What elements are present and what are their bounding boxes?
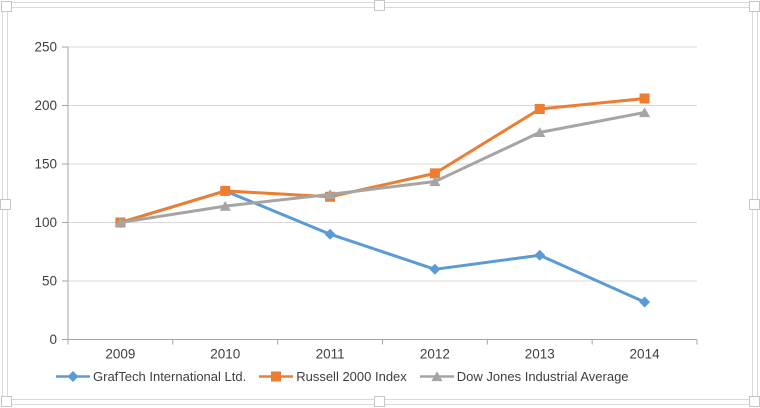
- marker-triangle[interactable]: [429, 176, 441, 187]
- marker-triangle[interactable]: [219, 200, 231, 211]
- legend-key-triangle-icon: [419, 371, 454, 382]
- series-line-russell-2000-index[interactable]: [118, 96, 647, 224]
- marker-square[interactable]: [639, 93, 650, 104]
- legend-label: GrafTech International Ltd.: [93, 369, 247, 384]
- marker-diamond[interactable]: [324, 228, 336, 240]
- resize-handle-right-center[interactable]: [749, 199, 760, 210]
- chart-legend[interactable]: GrafTech International Ltd. Russell 2000 …: [56, 369, 629, 384]
- marker-diamond[interactable]: [534, 249, 546, 261]
- marker-triangle[interactable]: [114, 217, 127, 228]
- legend-label: Dow Jones Industrial Average: [456, 369, 629, 384]
- x-axis-tick-label: 2012: [420, 347, 450, 362]
- y-axis-tick-label: 200: [34, 98, 57, 113]
- marker-diamond[interactable]: [429, 263, 441, 275]
- marker-diamond[interactable]: [639, 296, 651, 308]
- resize-handle-bottom-left[interactable]: [1, 396, 12, 407]
- legend-label: Russell 2000 Index: [296, 369, 407, 384]
- legend-item-graftech-international-ltd[interactable]: GrafTech International Ltd.: [56, 369, 246, 384]
- marker-square[interactable]: [220, 185, 231, 196]
- plot-area[interactable]: [68, 47, 697, 340]
- y-axis-tick-label: 100: [34, 215, 57, 230]
- marker-diamond: [67, 371, 79, 382]
- marker-square: [271, 371, 282, 382]
- y-axis-tick-label: 50: [42, 274, 57, 289]
- resize-handle-bottom-center[interactable]: [374, 396, 385, 407]
- marker-square[interactable]: [534, 104, 545, 115]
- resize-handle-top-left[interactable]: [1, 1, 12, 12]
- series-line-dow-jones-industrial-average[interactable]: [118, 111, 647, 224]
- marker-square[interactable]: [429, 168, 440, 179]
- legend-key-square-icon: [259, 371, 294, 382]
- x-axis-tick-label: 2011: [316, 347, 345, 362]
- y-axis-tick-label: 250: [34, 40, 57, 55]
- legend-key-diamond-icon: [56, 371, 90, 382]
- legend-item-russell-2000-index[interactable]: Russell 2000 Index: [259, 369, 407, 384]
- resize-handle-left-center[interactable]: [0, 199, 11, 210]
- marker-triangle[interactable]: [324, 189, 336, 200]
- marker-triangle[interactable]: [534, 127, 546, 138]
- marker-triangle[interactable]: [638, 107, 651, 118]
- x-axis-tick-label: 2014: [630, 347, 661, 362]
- x-axis-tick-label: 2009: [105, 347, 135, 362]
- resize-handle-bottom-right[interactable]: [749, 396, 760, 407]
- x-axis-tick-label: 2010: [210, 347, 240, 362]
- marker-triangle: [431, 371, 443, 382]
- y-axis-tick-label: 0: [49, 332, 57, 347]
- x-axis-tick-label: 2013: [525, 347, 555, 362]
- legend-item-dow-jones-industrial-average[interactable]: Dow Jones Industrial Average: [419, 369, 629, 384]
- y-axis-tick-label: 150: [34, 157, 57, 172]
- resize-handle-top-center[interactable]: [374, 0, 385, 11]
- resize-handle-top-right[interactable]: [749, 1, 760, 12]
